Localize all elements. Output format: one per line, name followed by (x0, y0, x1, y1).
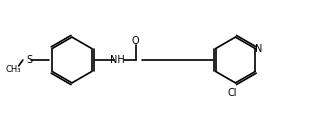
Text: O: O (132, 36, 140, 46)
Text: Cl: Cl (227, 88, 237, 98)
Text: S: S (26, 55, 32, 65)
Text: N: N (255, 44, 262, 54)
Text: NH: NH (110, 55, 125, 65)
Text: CH₃: CH₃ (5, 65, 21, 74)
